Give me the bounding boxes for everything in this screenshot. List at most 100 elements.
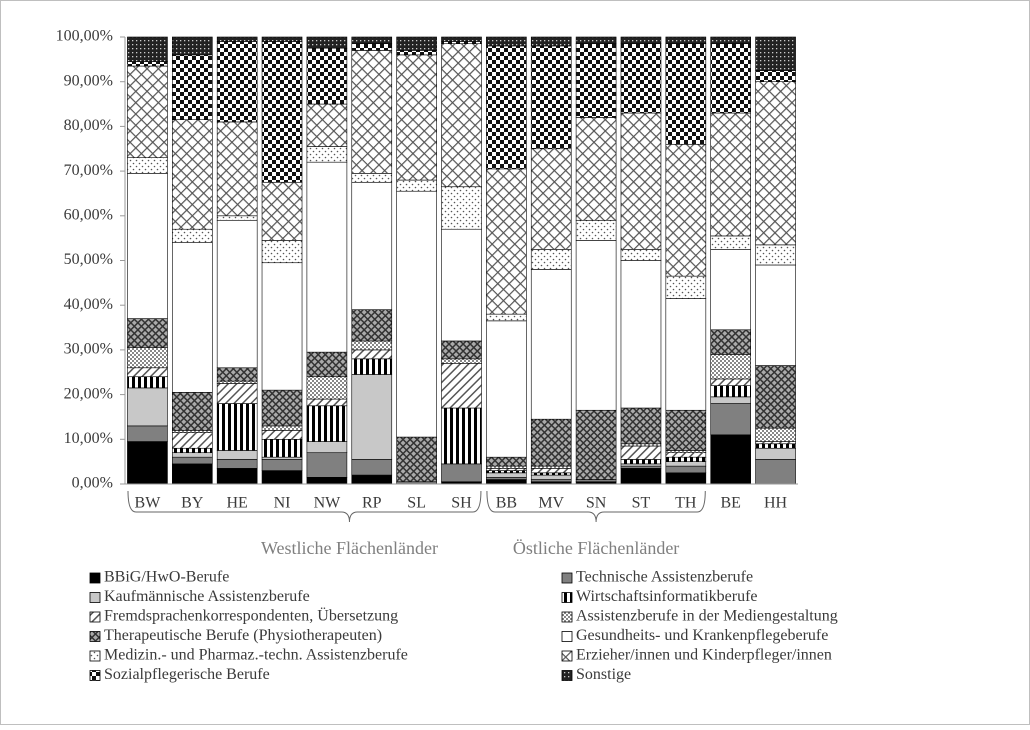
y-tick-label: 80,00% [64, 117, 113, 134]
bar-segment [575, 219, 617, 241]
bar-segment [486, 476, 527, 480]
bar-segment [306, 36, 348, 49]
bar-segment [486, 320, 527, 458]
bar-segment [441, 463, 482, 483]
bar-segment [261, 430, 303, 440]
bar-segment [530, 36, 572, 47]
bar-segment [665, 465, 707, 474]
legend-label: Assistenzberufe in der Mediengestaltung [576, 608, 838, 625]
bar-segment [351, 181, 393, 310]
legend-swatch [561, 592, 573, 603]
bar-segment [127, 367, 168, 378]
bar-segment [530, 468, 572, 474]
bar-segment [441, 36, 482, 42]
legend-swatch [561, 670, 573, 681]
bar-segment [396, 436, 437, 483]
bar-segment [710, 403, 752, 436]
bar-segment [755, 36, 796, 71]
bar-segment [486, 45, 527, 170]
bar-segment [172, 447, 213, 454]
bar-segment [620, 468, 662, 485]
bar-segment [620, 459, 662, 465]
bar-segment [530, 45, 572, 150]
legend-label: Erzieher/innen und Kinderpfleger/innen [576, 647, 832, 664]
bar-segment [351, 358, 393, 375]
bar-segment [351, 349, 393, 360]
x-tick-label: TH [675, 495, 697, 512]
legend-swatch [561, 650, 573, 662]
bar-segment [665, 461, 707, 467]
legend-swatch [89, 592, 101, 603]
legend-swatch [561, 611, 573, 623]
bar-segment [261, 181, 303, 241]
bar-segment [261, 262, 303, 391]
bar-segment [665, 36, 707, 45]
bar-segment [172, 54, 213, 120]
bar-segment [575, 409, 617, 480]
y-tick-label: 70,00% [64, 162, 113, 179]
bar-segment [261, 41, 303, 183]
bar-segment [441, 363, 482, 409]
bar-segment [216, 121, 258, 217]
bar-segment [306, 146, 348, 163]
bar-segment [396, 50, 437, 56]
bar-segment [351, 50, 393, 174]
bar-segment [710, 36, 752, 45]
bar-segment [710, 329, 752, 355]
bar-segment [261, 240, 303, 264]
group-bracket [127, 490, 482, 523]
legend-label: Therapeutische Berufe (Physiotherapeuten… [104, 627, 382, 644]
bar-segment [665, 143, 707, 277]
bar-segment [127, 425, 168, 442]
bar-segment [172, 452, 213, 458]
bar-segment [665, 275, 707, 299]
bar-segment [306, 376, 348, 400]
bar-segment [216, 367, 258, 382]
x-tick-label: NW [314, 495, 342, 512]
bar-segment [172, 463, 213, 485]
bar-segment [172, 119, 213, 230]
bar-segment [620, 249, 662, 261]
bar-segment [755, 447, 796, 460]
bar-segment [261, 438, 303, 458]
y-tick-label: 30,00% [64, 341, 113, 358]
bar-segment [127, 36, 168, 62]
bar-segment [710, 396, 752, 404]
bar-segment [620, 445, 662, 460]
legend-swatch [561, 572, 573, 584]
x-tick-label: BE [720, 495, 740, 512]
bar-segment [127, 318, 168, 348]
bar-segment [575, 117, 617, 221]
bar-segment [441, 186, 482, 230]
group-label: Westliche Flächenländer [261, 538, 438, 558]
bar-segment [620, 465, 662, 469]
y-tick-label: 50,00% [64, 251, 113, 268]
bar-segment [441, 340, 482, 360]
bar-segment [172, 432, 213, 449]
bar-segment [486, 470, 527, 474]
bar-segment [306, 351, 348, 378]
bar-segment [261, 389, 303, 427]
bar-segment [306, 476, 348, 485]
bar-segment [441, 358, 482, 364]
legend-label: Kaufmännische Assistenzberufe [104, 588, 310, 605]
legend-label: Sonstige [576, 666, 631, 683]
bar-segment [441, 228, 482, 342]
x-tick-label: SH [451, 495, 472, 512]
bar-segment [261, 459, 303, 471]
bar-segment [396, 36, 437, 51]
bar-segment [755, 264, 796, 366]
bar-segment [441, 407, 482, 465]
bar-segment [575, 43, 617, 118]
bar-segment [172, 242, 213, 393]
bar-segment [575, 479, 617, 483]
bar-segment [306, 452, 348, 478]
bar-segment [710, 249, 752, 331]
legend-label: Wirtschaftsinformatikberufe [576, 588, 758, 605]
legend-swatch [89, 650, 101, 662]
bar-segment [306, 47, 348, 105]
bar-segment [530, 479, 572, 483]
bar-segment [172, 430, 213, 433]
bar-segment [172, 36, 213, 56]
